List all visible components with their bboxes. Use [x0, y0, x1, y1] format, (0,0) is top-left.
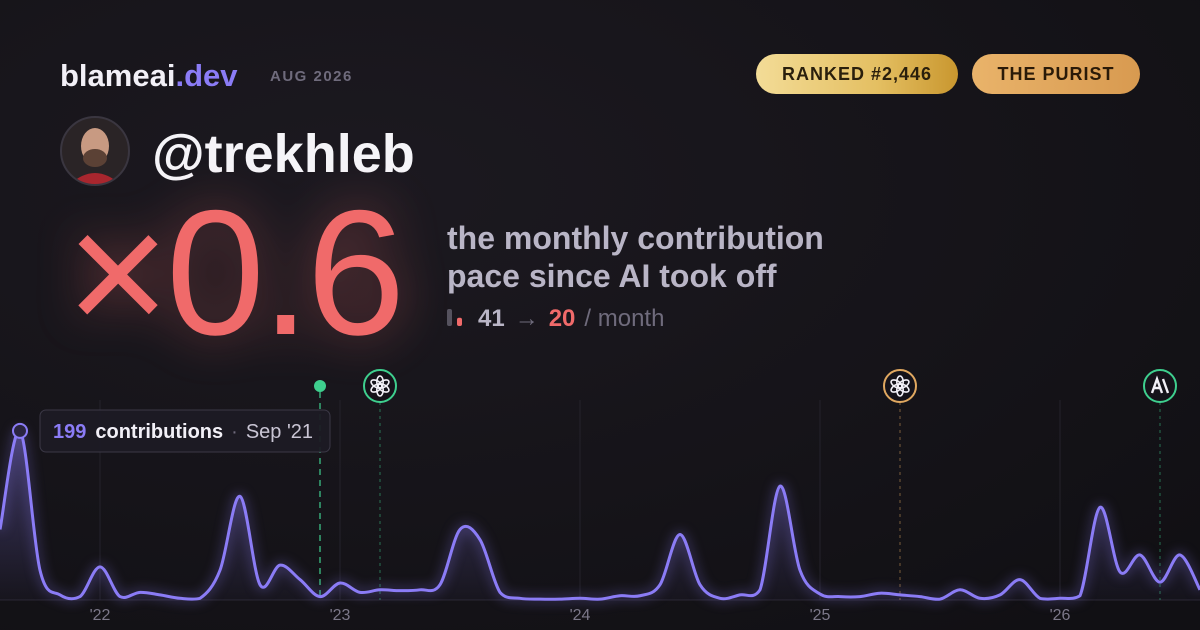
events — [314, 369, 1177, 600]
before: 41 — [478, 305, 505, 332]
event-badge — [363, 369, 397, 403]
tooltip: 199 contributions · Sep '21 — [39, 409, 331, 453]
tooltip-unit: contributions — [95, 421, 223, 443]
pace-icon — [447, 309, 462, 326]
logo-petal — [890, 379, 903, 389]
pace-bar — [457, 317, 462, 326]
area — [0, 430, 1200, 600]
logo-petal — [370, 379, 383, 389]
pace-stat: 41 → 20 / month — [478, 305, 664, 332]
highlight-point — [12, 422, 28, 439]
tooltip-text: 199 contributions · Sep '21 — [53, 421, 313, 443]
x-tick-label: '24 — [570, 607, 591, 624]
event-marker — [1143, 369, 1177, 600]
badge — [756, 54, 958, 94]
pace-bar — [447, 309, 452, 326]
date: AUG 2026 — [270, 68, 353, 85]
x-tick-label: '26 — [1050, 607, 1071, 624]
multiplier: ×0.6 — [66, 173, 401, 372]
after: 20 — [549, 305, 576, 332]
brand-name: blameai — [60, 58, 175, 93]
x-tick-label: '23 — [330, 607, 351, 624]
unit: / month — [584, 305, 664, 332]
arrow: → — [515, 305, 539, 332]
event-badge — [883, 369, 917, 403]
event-marker — [363, 369, 397, 600]
line — [0, 429, 1200, 601]
event-marker — [883, 369, 917, 600]
brand-tld: .dev — [175, 58, 238, 93]
avatar-ring — [60, 116, 130, 186]
badge-label: RANKED #2,446 — [782, 64, 932, 84]
description: pace since AI took off — [447, 258, 777, 294]
event-dot — [314, 380, 326, 392]
tooltip-value: 199 — [53, 421, 86, 443]
x-tick-label: '25 — [810, 607, 831, 624]
badge-label: THE PURIST — [997, 64, 1114, 84]
tooltip-box — [39, 409, 331, 453]
tooltip-separator: · — [231, 421, 238, 443]
logo-glyph — [1150, 375, 1170, 394]
plot — [0, 422, 1200, 601]
x-axis: '22 '23 '24 '25 '26 — [90, 607, 1071, 624]
brand: blameai.dev — [60, 58, 238, 93]
badge — [972, 54, 1140, 94]
x-tick-label: '22 — [90, 607, 111, 624]
description: the monthly contribution — [447, 220, 824, 256]
handle: @trekhleb — [152, 124, 415, 184]
tooltip-date: Sep '21 — [246, 421, 313, 443]
